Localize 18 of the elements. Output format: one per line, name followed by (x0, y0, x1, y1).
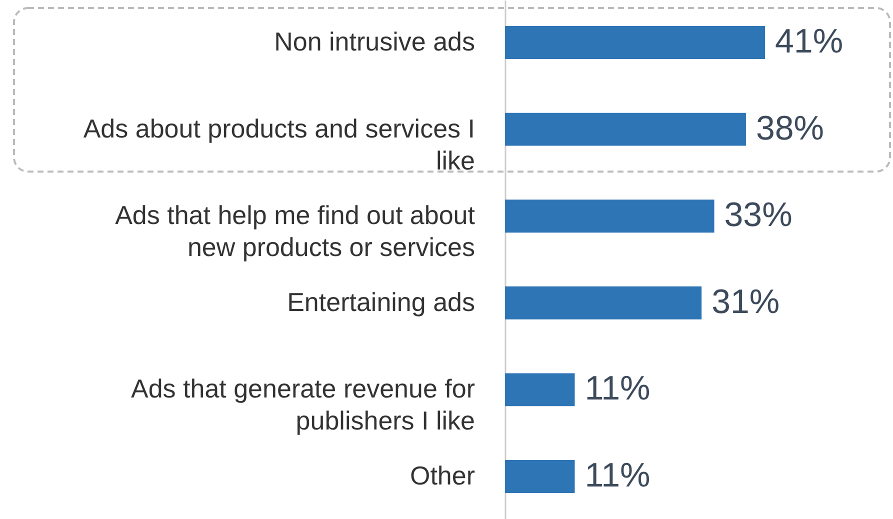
y-tick-label: Ads that generate revenue for publishers I like (130, 374, 476, 436)
y-tick-label: Other (410, 460, 476, 490)
bar (505, 286, 702, 320)
bar (505, 460, 575, 493)
data-label: 11% (584, 456, 650, 494)
bar (505, 200, 714, 233)
data-label: 31% (712, 282, 780, 321)
data-label: 11% (584, 370, 650, 408)
bar (505, 26, 765, 60)
y-tick-label: Ads about products and services I like (83, 113, 475, 176)
bar (505, 112, 746, 146)
data-label: 33% (724, 196, 792, 234)
y-tick-label: Entertaining ads (287, 286, 475, 317)
bar (505, 373, 575, 406)
data-label: 41% (775, 22, 844, 61)
y-tick-label: Non intrusive ads (274, 26, 475, 57)
data-label: 38% (756, 109, 824, 148)
y-tick-label: Ads that help me find out about new products or services (115, 200, 476, 262)
